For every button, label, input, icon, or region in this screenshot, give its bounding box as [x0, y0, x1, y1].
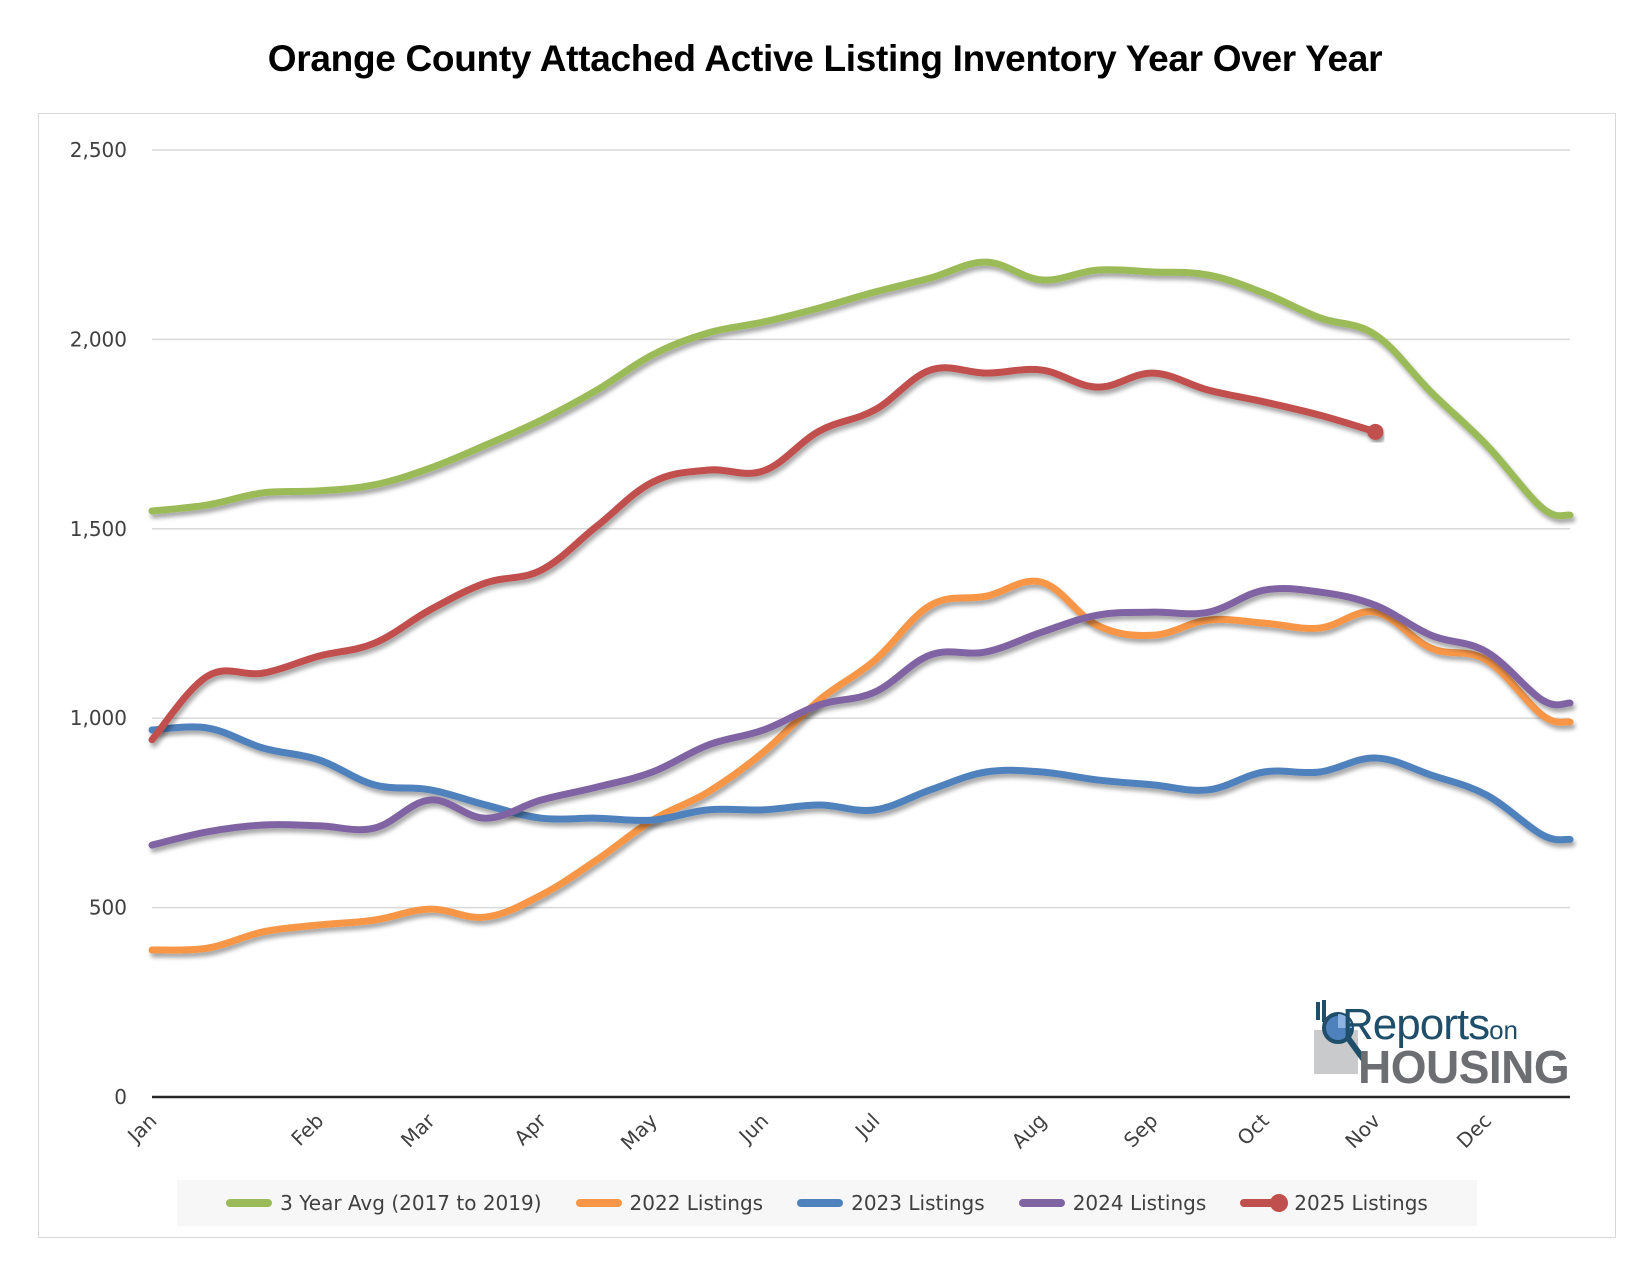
x-tick-label: Jun	[733, 1109, 773, 1149]
logo-housing-text: HOUSING	[1358, 1041, 1570, 1093]
legend-item: 2022 Listings	[575, 1191, 764, 1215]
y-tick-label: 2,000	[70, 327, 127, 351]
legend-marker	[1270, 1194, 1289, 1212]
x-tick-label: Nov	[1340, 1108, 1385, 1153]
series-line-2024-listings	[148, 584, 1574, 849]
x-tick-label: Jan	[121, 1109, 161, 1149]
series-end-marker	[1367, 423, 1384, 440]
reports-on-housing-logo: Reportson HOUSING	[1312, 1000, 1572, 1093]
x-tick-label: Dec	[1452, 1109, 1496, 1153]
y-tick-label: 1,000	[70, 706, 127, 730]
y-axis-ticks: 0 500 1,000 1,500 2,000 2,500	[70, 138, 127, 1109]
x-tick-label: Aug	[1007, 1109, 1052, 1154]
x-tick-label: May	[616, 1108, 662, 1154]
gridlines	[152, 149, 1570, 1099]
legend-swatch	[575, 1199, 622, 1207]
legend-item: 2024 Listings	[1018, 1191, 1207, 1215]
x-tick-label: Feb	[286, 1109, 328, 1151]
logo-on-text: on	[1489, 1015, 1518, 1045]
series-line-2023-listings	[148, 723, 1574, 844]
legend-swatch	[1240, 1194, 1289, 1212]
legend-swatch	[1018, 1199, 1065, 1207]
legend-label: 2024 Listings	[1072, 1191, 1207, 1215]
legend-swatch	[226, 1199, 273, 1207]
x-tick-label: Oct	[1232, 1108, 1274, 1150]
legend-item: 2025 Listings	[1240, 1191, 1428, 1215]
legend-label: 3 Year Avg (2017 to 2019)	[280, 1191, 542, 1215]
legend-label: 2025 Listings	[1294, 1191, 1428, 1215]
chart-legend: 3 Year Avg (2017 to 2019) 2022 Listings 20…	[177, 1180, 1477, 1226]
x-tick-label: Mar	[396, 1108, 440, 1152]
magnifier-chart-icon	[1314, 1000, 1367, 1074]
legend-item: 3 Year Avg (2017 to 2019)	[226, 1191, 542, 1215]
x-tick-label: Sep	[1119, 1109, 1163, 1153]
chart-title: Orange County Attached Active Listing In…	[267, 38, 1383, 79]
legend-label: 2022 Listings	[629, 1191, 764, 1215]
y-tick-label: 0	[114, 1085, 127, 1109]
y-tick-label: 2,500	[70, 138, 127, 162]
y-tick-label: 500	[89, 896, 127, 920]
legend-swatch	[797, 1199, 844, 1207]
series-line-2025-listings	[148, 364, 1379, 744]
x-axis-ticks: Jan Feb Mar Apr May Jun Jul Aug Sep Oct Nov Dec	[121, 1108, 1496, 1155]
legend-item: 2023 Listings	[797, 1191, 985, 1215]
logo-reports-text: Reports	[1342, 1000, 1490, 1049]
x-tick-label: Jul	[849, 1109, 884, 1144]
series-line-3-year-avg-2017-to-2019	[148, 258, 1574, 520]
x-tick-label: Apr	[509, 1108, 551, 1150]
legend-label: 2023 Listings	[851, 1191, 985, 1215]
series-line-2022-listings	[148, 577, 1574, 954]
y-tick-label: 1,500	[70, 517, 127, 541]
series-lines	[148, 258, 1574, 954]
